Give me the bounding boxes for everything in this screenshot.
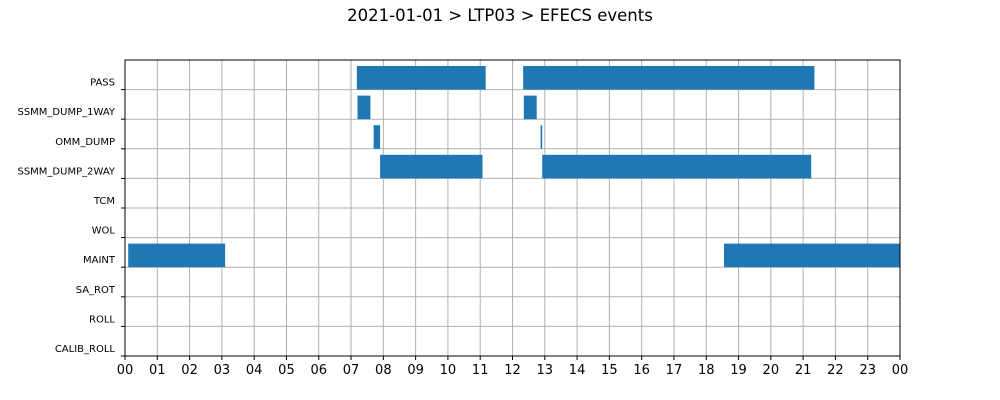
x-tick-label: 00 [892,363,909,378]
x-tick-label: 21 [795,363,812,378]
y-tick-label: ROLL [89,314,115,325]
x-tick-label: 06 [310,363,327,378]
y-tick-label: TCM [93,196,115,207]
bar-layer [128,66,900,268]
x-tick-label: 19 [730,363,747,378]
y-tick-label: CALIB_ROLL [55,344,116,355]
y-tick-label: SSMM_DUMP_2WAY [17,166,115,177]
event-bar-ssmm-dump-2way [380,154,483,179]
x-tick-label: 08 [375,363,392,378]
event-bar-maint [724,243,900,268]
y-tick-label: SA_ROT [76,285,116,296]
x-tick-label: 04 [246,363,263,378]
event-bar-ssmm-dump-1way [357,95,371,120]
x-tick-label: 05 [278,363,295,378]
x-tick-label: 09 [407,363,424,378]
x-tick-label: 02 [181,363,198,378]
chart-title: 2021-01-01 > LTP03 > EFECS events [347,6,653,25]
event-bar-maint [128,243,226,268]
x-tick-label: 23 [859,363,876,378]
event-bar-pass [523,66,815,90]
x-tick-label: 00 [117,363,134,378]
x-axis: 00 01 02 03 04 05 06 07 08 09 10 11 12 13 14 15 16 17 18 19… [117,356,909,378]
x-tick-label: 10 [440,363,457,378]
x-tick-label: 17 [666,363,683,378]
y-tick-label: MAINT [83,255,116,266]
x-tick-label: 01 [149,363,166,378]
event-bar-ssmm-dump-1way [523,95,537,120]
y-tick-label: OMM_DUMP [55,137,115,148]
y-tick-label: PASS [90,78,115,89]
event-bar-omm-dump [373,125,381,149]
y-tick-label: SSMM_DUMP_1WAY [17,107,115,118]
x-tick-label: 18 [698,363,715,378]
x-tick-label: 13 [537,363,554,378]
event-bar-pass [356,66,486,90]
event-bar-omm-dump [540,125,543,149]
x-tick-label: 15 [601,363,618,378]
y-axis: PASS SSMM_DUMP_1WAY OMM_DUMP SSMM_DUMP_2WAY… [17,78,125,357]
x-tick-label: 16 [633,363,650,378]
event-bar-ssmm-dump-2way [542,154,812,179]
x-tick-label: 11 [472,363,489,378]
x-tick-label: 20 [763,363,780,378]
x-tick-label: 22 [827,363,844,378]
x-tick-label: 03 [214,363,231,378]
x-tick-label: 07 [343,363,360,378]
x-tick-label: 14 [569,363,586,378]
x-tick-label: 12 [504,363,521,378]
y-tick-label: WOL [92,226,116,237]
